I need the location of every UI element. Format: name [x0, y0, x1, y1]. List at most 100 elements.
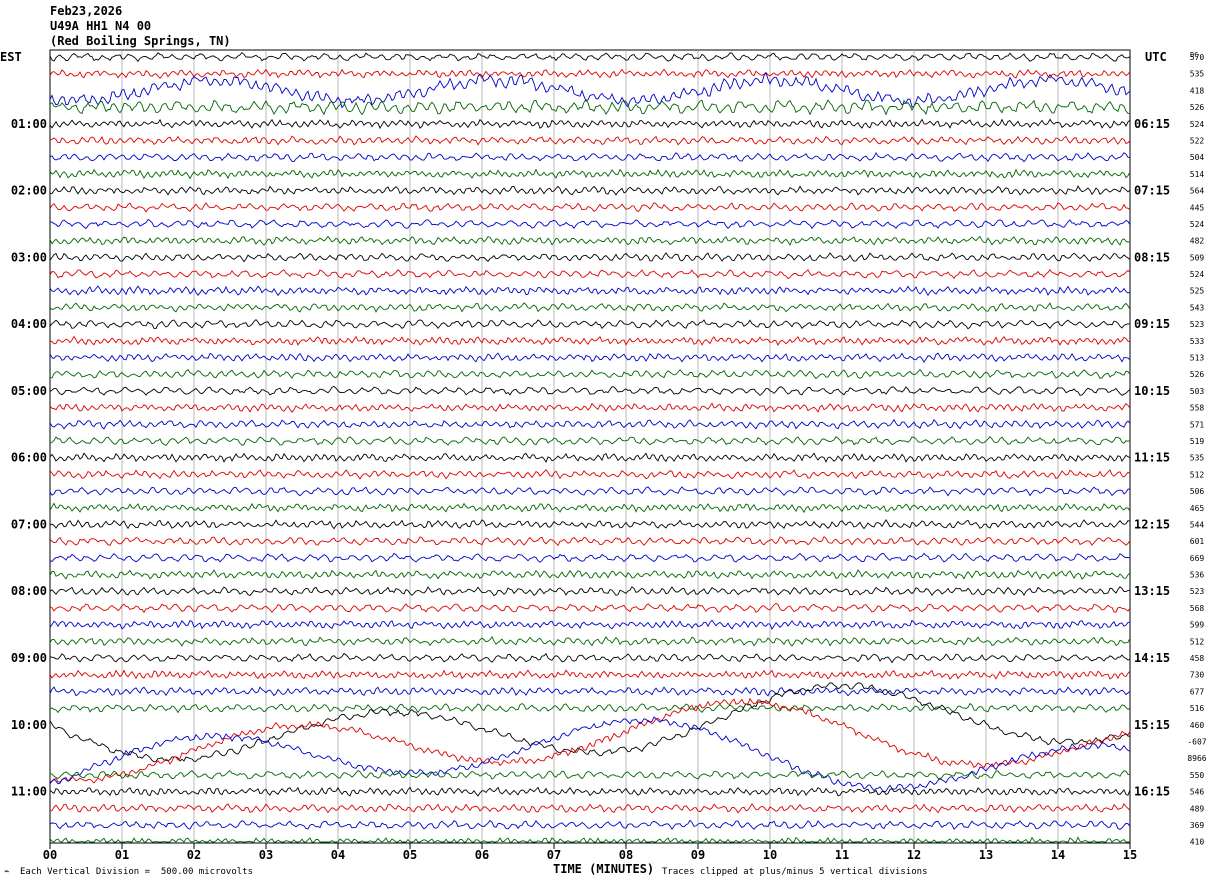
x-tick-label: 05 — [403, 848, 417, 862]
left-hour-label: 10:00 — [11, 718, 47, 732]
station-code: U49A HH1 N4 00 — [50, 19, 152, 33]
left-hour-label: 11:00 — [11, 785, 47, 799]
right-hour-label: 08:15 — [1134, 250, 1170, 264]
right-timezone-label: UTC — [1145, 50, 1167, 64]
dc-offset-label: 506 — [1190, 487, 1205, 496]
dc-offset-label: 418 — [1190, 86, 1205, 95]
dc-offset-label: 544 — [1190, 520, 1205, 529]
seismic-trace — [49, 619, 1131, 630]
seismic-trace — [49, 302, 1131, 313]
seismic-trace — [49, 285, 1131, 297]
seismic-trace — [49, 168, 1131, 180]
dc-offset-label: 503 — [1190, 387, 1205, 396]
seismic-trace — [49, 202, 1131, 213]
seismic-trace — [49, 235, 1131, 247]
left-hour-label: 09:00 — [11, 651, 47, 665]
left-hour-label: 05:00 — [11, 384, 47, 398]
dc-offset-label: 504 — [1190, 153, 1205, 162]
x-tick-label: 14 — [1051, 848, 1065, 862]
dc-offset-label: 514 — [1190, 170, 1205, 179]
seismic-trace — [49, 686, 1131, 697]
left-hour-label: 06:00 — [11, 451, 47, 465]
right-hour-label: 09:15 — [1134, 317, 1170, 331]
dc-offset-label: 523 — [1190, 320, 1205, 329]
seismic-trace — [49, 652, 1131, 664]
dc-offset-label: 458 — [1190, 654, 1205, 663]
x-tick-label: 00 — [43, 848, 57, 862]
dc-offset-label: 526 — [1190, 370, 1205, 379]
dc-column-header: DC — [1190, 51, 1198, 59]
seismic-trace — [49, 702, 1131, 714]
seismic-trace — [49, 803, 1131, 814]
seismic-trace — [49, 71, 1131, 109]
x-tick-label: 02 — [187, 848, 201, 862]
plot-date: Feb23,2026 — [50, 4, 123, 18]
plot-frame — [49, 49, 1131, 844]
x-tick-label: 08 — [619, 848, 633, 862]
x-tick-label: 15 — [1123, 848, 1137, 862]
seismic-trace — [49, 669, 1131, 681]
dc-offset-label: 550 — [1190, 771, 1205, 780]
left-hour-label: 02:00 — [11, 184, 47, 198]
x-tick-label: 03 — [259, 848, 273, 862]
left-hour-label: 01:00 — [11, 117, 47, 131]
seismic-trace — [49, 151, 1131, 163]
seismic-trace — [49, 836, 1130, 843]
dc-offset-label: 536 — [1190, 571, 1205, 580]
dc-offset-label: 523 — [1190, 587, 1205, 596]
dc-offset-label: 568 — [1190, 604, 1205, 613]
seismic-trace — [49, 52, 1131, 63]
dc-offset-label: 410 — [1190, 838, 1205, 847]
seismic-trace — [49, 586, 1131, 597]
x-axis-label: TIME (MINUTES) — [553, 862, 655, 876]
left-hour-label: 07:00 — [11, 517, 47, 531]
dc-offset-label: 524 — [1190, 270, 1205, 279]
seismic-trace — [49, 519, 1131, 530]
dc-offset-label: 482 — [1190, 237, 1205, 246]
seismic-trace — [49, 697, 1131, 784]
x-tick-label: 10 — [763, 848, 777, 862]
dc-offset-label: 677 — [1190, 687, 1205, 696]
x-tick-label: 13 — [979, 848, 993, 862]
station-location: (Red Boiling Springs, TN) — [50, 34, 231, 48]
scale-icon: ⌁ — [4, 867, 10, 877]
x-tick-label: 09 — [691, 848, 705, 862]
seismic-trace — [49, 636, 1131, 647]
dc-offset-label: 558 — [1190, 404, 1205, 413]
dc-offset-label: 669 — [1190, 554, 1205, 563]
dc-offset-label: 460 — [1190, 721, 1205, 730]
seismic-trace — [49, 486, 1131, 497]
seismic-trace — [49, 452, 1131, 463]
dc-offset-label: 535 — [1190, 454, 1205, 463]
seismic-trace — [49, 819, 1131, 831]
right-hour-label: 16:15 — [1134, 785, 1170, 799]
x-tick-label: 01 — [115, 848, 129, 862]
dc-offset-label: 571 — [1190, 420, 1205, 429]
seismic-trace — [49, 786, 1131, 797]
dc-offset-label: 513 — [1190, 354, 1205, 363]
right-hour-label: 14:15 — [1134, 651, 1170, 665]
dc-offset-label: 570 — [1190, 53, 1205, 62]
dc-offset-label: 524 — [1190, 120, 1205, 129]
seismic-trace — [49, 252, 1131, 263]
left-timezone-label: EST — [0, 50, 22, 64]
seismic-trace — [49, 770, 1131, 781]
seismic-trace — [49, 98, 1131, 116]
vertical-division-note: Each Vertical Division = 500.00 microvol… — [20, 867, 253, 877]
dc-offset-label: 599 — [1190, 621, 1205, 630]
x-tick-label: 04 — [331, 848, 345, 862]
dc-offset-label: 730 — [1190, 671, 1205, 680]
seismic-trace — [49, 418, 1131, 430]
seismic-trace — [49, 552, 1131, 563]
seismic-trace — [49, 402, 1131, 413]
seismic-trace — [49, 436, 1131, 446]
dc-offset-label: 369 — [1190, 821, 1205, 830]
x-tick-label: 07 — [547, 848, 561, 862]
seismic-trace — [49, 716, 1131, 793]
dc-offset-label: 522 — [1190, 136, 1205, 145]
dc-offset-label: 516 — [1190, 704, 1205, 713]
left-hour-label: 04:00 — [11, 317, 47, 331]
dc-offset-label: 509 — [1190, 253, 1205, 262]
left-hour-label: 03:00 — [11, 250, 47, 264]
